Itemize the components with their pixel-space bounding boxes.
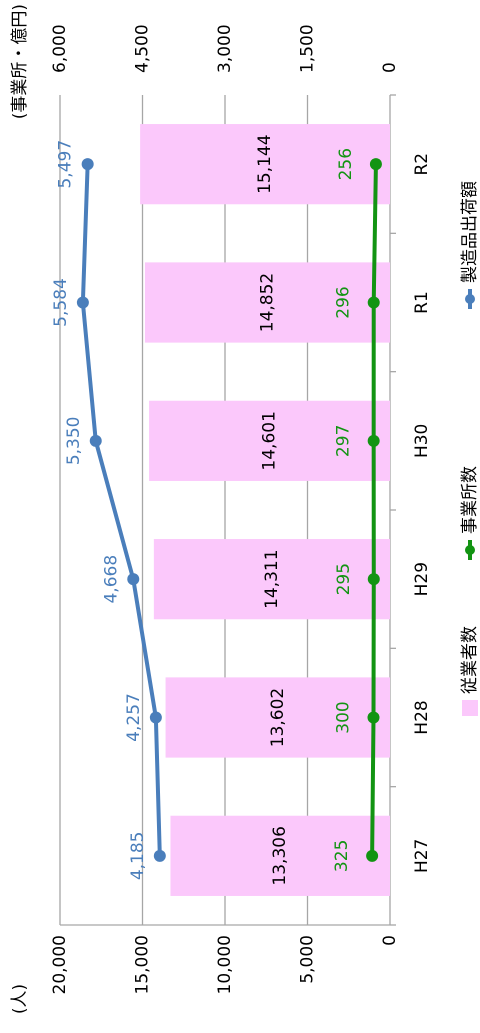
marker bbox=[369, 158, 382, 171]
x-tick-label: H30 bbox=[412, 424, 432, 458]
data-label: 14,852 bbox=[257, 273, 277, 332]
legend-label: 製造品出荷額 bbox=[460, 181, 480, 283]
legend-label: 従業者数 bbox=[460, 626, 480, 694]
data-label: 5,350 bbox=[64, 416, 84, 465]
y2-tick-label: 0 bbox=[380, 62, 400, 73]
y-tick-label: 10,000 bbox=[215, 935, 235, 994]
data-label: 15,144 bbox=[255, 134, 275, 193]
bar bbox=[165, 677, 390, 758]
rotated-chart: (人) (事業所・億円) 0 5,000 10,000 15,000 20,000 0 1,… bbox=[10, 4, 480, 1014]
marker bbox=[81, 158, 94, 171]
data-label: 5,497 bbox=[56, 140, 76, 189]
legend-swatch bbox=[462, 700, 478, 716]
data-label: 297 bbox=[334, 425, 354, 457]
bar bbox=[153, 539, 390, 620]
data-label: 4,257 bbox=[124, 693, 144, 742]
marker bbox=[153, 849, 166, 862]
marker bbox=[149, 711, 162, 724]
marker bbox=[367, 573, 380, 586]
bar bbox=[140, 124, 390, 205]
marker bbox=[367, 296, 380, 309]
y-tick-label: 20,000 bbox=[50, 935, 70, 994]
x-tick-label: R2 bbox=[412, 153, 432, 176]
data-label: 256 bbox=[336, 148, 356, 180]
data-label: 4,185 bbox=[128, 831, 148, 880]
y2-tick-label: 3,000 bbox=[215, 24, 235, 73]
y2-tick-label: 4,500 bbox=[133, 24, 153, 73]
line bbox=[80, 164, 162, 856]
legend-label: 事業所数 bbox=[460, 466, 480, 534]
data-label: 300 bbox=[334, 701, 354, 733]
legend-marker bbox=[465, 545, 475, 555]
marker bbox=[76, 296, 89, 309]
data-label: 13,306 bbox=[270, 826, 290, 885]
y-tick-label: 5,000 bbox=[298, 935, 318, 984]
y2-tick-label: 6,000 bbox=[50, 24, 70, 73]
y-tick-label: 15,000 bbox=[133, 935, 153, 994]
marker bbox=[367, 711, 380, 724]
x-tick-label: H28 bbox=[412, 700, 432, 734]
data-label: 14,601 bbox=[260, 411, 280, 470]
data-label: 5,584 bbox=[51, 278, 71, 327]
x-tick-label: R1 bbox=[412, 291, 432, 314]
data-label: 296 bbox=[334, 286, 354, 318]
x-tick-label: H27 bbox=[412, 839, 432, 873]
y2-axis-title: (事業所・億円) bbox=[10, 4, 30, 119]
bar bbox=[144, 262, 390, 343]
legend-marker bbox=[465, 294, 475, 304]
line bbox=[370, 164, 378, 856]
data-label: 14,311 bbox=[262, 549, 282, 608]
marker bbox=[127, 573, 140, 586]
bar bbox=[149, 400, 390, 481]
marker bbox=[367, 434, 380, 447]
data-label: 295 bbox=[334, 563, 354, 595]
marker bbox=[89, 434, 102, 447]
data-label: 13,602 bbox=[268, 688, 288, 747]
x-tick-label: H29 bbox=[412, 562, 432, 596]
y-axis-title: (人) bbox=[10, 984, 30, 1014]
y2-tick-label: 1,500 bbox=[298, 24, 318, 73]
y-tick-label: 0 bbox=[380, 935, 400, 946]
bar bbox=[170, 815, 390, 896]
data-label: 4,668 bbox=[101, 555, 121, 604]
data-label: 325 bbox=[332, 840, 352, 872]
marker bbox=[366, 849, 379, 862]
